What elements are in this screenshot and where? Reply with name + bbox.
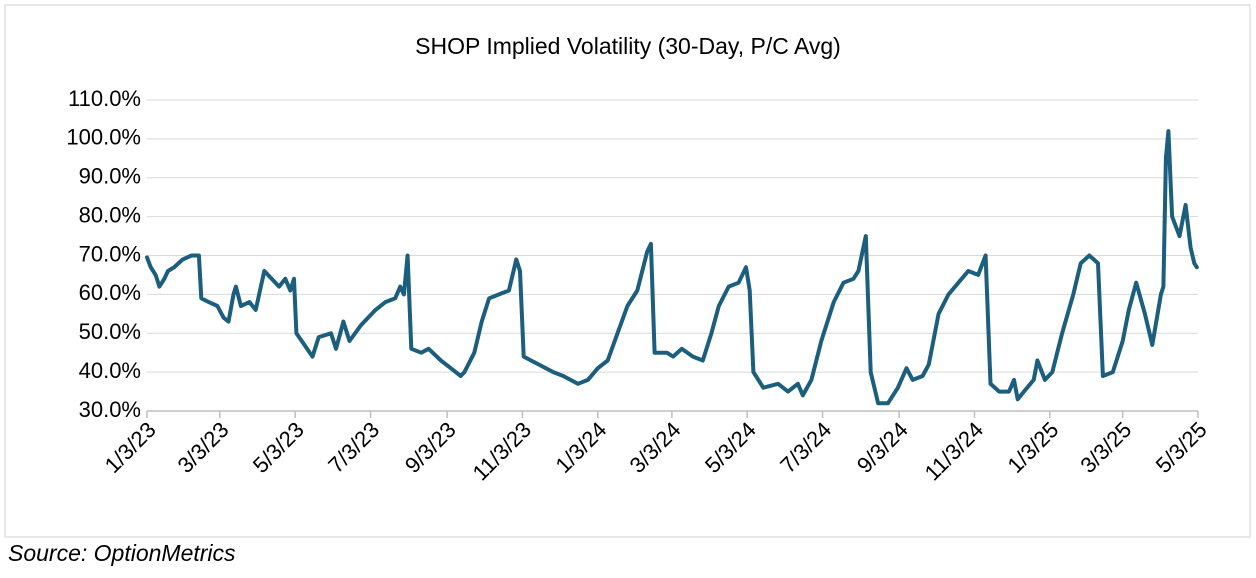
- y-tick-label: 80.0%: [79, 202, 141, 227]
- y-tick-label: 70.0%: [79, 241, 141, 266]
- y-tick-label: 110.0%: [68, 86, 141, 111]
- chart-title: SHOP Implied Volatility (30-Day, P/C Avg…: [415, 33, 841, 59]
- y-tick-label: 40.0%: [79, 358, 141, 383]
- chart-border: [4, 4, 1251, 538]
- y-tick-label: 50.0%: [79, 319, 141, 344]
- y-tick-label: 60.0%: [79, 280, 141, 305]
- y-tick-label: 90.0%: [79, 164, 141, 189]
- iv-line: [145, 129, 1199, 406]
- y-tick-label: 30.0%: [79, 397, 141, 422]
- y-tick-label: 100.0%: [66, 125, 141, 150]
- source-note: Source: OptionMetrics: [8, 540, 236, 566]
